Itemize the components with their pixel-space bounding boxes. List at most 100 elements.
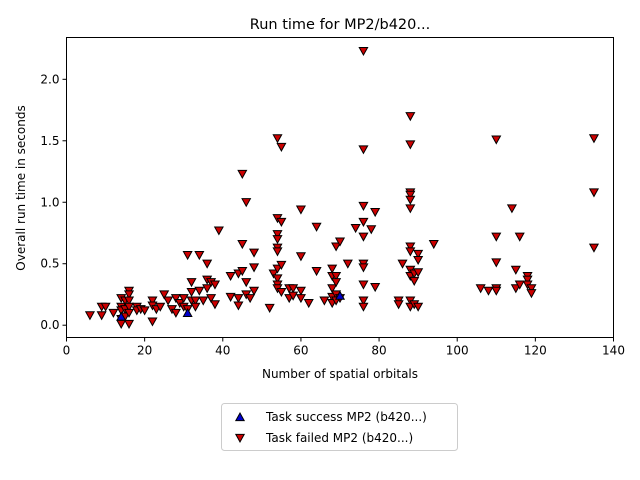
failed-point — [413, 249, 424, 259]
failed-point — [194, 286, 205, 296]
failed-point — [413, 255, 424, 266]
failed-point — [206, 294, 217, 304]
failed-point — [237, 267, 248, 277]
failed-point — [108, 308, 119, 318]
y-axis: 0.0 0.5 1.0 1.5 2.0 — [40, 72, 67, 332]
failed-point — [225, 292, 236, 302]
failed-point — [170, 308, 181, 318]
failed-point — [413, 268, 424, 278]
failed-point — [491, 286, 502, 296]
legend: Task success MP2 (b420...) Task failed M… — [221, 403, 458, 451]
failed-point — [358, 263, 369, 273]
x-tick-label: 120 — [524, 344, 547, 358]
failed-point — [331, 278, 342, 288]
failed-point — [331, 271, 342, 282]
failed-point — [186, 278, 197, 288]
failed-point — [514, 232, 525, 242]
failed-point — [358, 296, 369, 306]
failed-point — [288, 284, 299, 294]
failed-point — [198, 296, 209, 306]
x-axis: 0 20 40 60 80 100 120 140 — [63, 337, 625, 358]
y-axis-label: Overall run time in seconds — [14, 105, 28, 270]
failed-point — [405, 112, 416, 122]
failed-point — [588, 243, 600, 253]
failed-point — [295, 286, 306, 296]
failed-point — [358, 145, 369, 155]
failed-point — [272, 230, 283, 240]
legend-label-success: Task success MP2 (b420...) — [265, 410, 427, 424]
legend-frame — [221, 403, 458, 451]
legend-marker-failed-shape — [234, 433, 246, 444]
failed-point — [241, 198, 252, 208]
success-point — [116, 311, 127, 321]
chart-title: Run time for MP2/b420... — [250, 17, 430, 33]
legend-marker-success-shape — [234, 411, 246, 422]
x-axis-label: Number of spatial orbitals — [262, 367, 418, 381]
failed-point — [272, 264, 283, 274]
failed-point — [370, 208, 381, 218]
failed-point — [268, 269, 279, 279]
failed-point — [475, 284, 486, 294]
failed-point — [483, 286, 494, 296]
failed-point — [366, 225, 377, 235]
failed-point — [190, 302, 201, 312]
failed-point — [147, 317, 158, 327]
failed-point — [245, 294, 256, 304]
x-tick-label: 140 — [602, 344, 625, 358]
failed-point — [358, 302, 369, 312]
failed-point — [233, 294, 244, 304]
failed-point — [397, 259, 408, 269]
failed-point — [514, 280, 525, 290]
failed-point — [405, 204, 416, 214]
failed-point — [170, 294, 181, 304]
failed-point — [248, 286, 260, 296]
failed-point — [405, 242, 416, 252]
x-tick-label: 60 — [293, 344, 308, 358]
failed-point — [358, 201, 369, 211]
failed-point — [209, 300, 221, 310]
failed-point — [123, 296, 135, 306]
y-tick-label: 1.0 — [40, 195, 59, 209]
failed-point — [350, 224, 361, 234]
failed-point — [237, 169, 248, 179]
failed-point — [311, 222, 322, 232]
failed-point — [84, 311, 95, 321]
failed-point — [123, 308, 135, 318]
failed-point — [303, 299, 314, 309]
y-tick-label: 0.5 — [40, 257, 59, 271]
failed-point — [342, 259, 353, 269]
failed-point — [248, 263, 260, 273]
failed-point — [213, 226, 224, 236]
failed-point — [405, 190, 416, 200]
failed-point — [295, 294, 306, 304]
failed-point — [405, 247, 416, 257]
success-point — [182, 307, 193, 317]
data-points — [84, 46, 600, 329]
x-tick-label: 40 — [215, 344, 230, 358]
failed-point — [123, 290, 135, 300]
failed-point — [510, 284, 521, 294]
x-tick-label: 80 — [371, 344, 386, 358]
failed-point — [506, 204, 517, 214]
failed-point — [248, 248, 260, 258]
failed-point — [159, 290, 170, 300]
legend-marker-success — [234, 411, 246, 422]
failed-point — [319, 296, 330, 306]
failed-point — [116, 319, 127, 329]
failed-point — [178, 294, 189, 304]
failed-point — [264, 303, 275, 314]
failed-point — [327, 284, 338, 294]
failed-point — [272, 247, 283, 257]
failed-point — [331, 242, 342, 252]
failed-point — [233, 301, 244, 311]
failed-point — [276, 142, 287, 152]
failed-point — [588, 188, 600, 198]
failed-point — [272, 235, 283, 245]
failed-point — [241, 278, 252, 288]
x-tick-label: 100 — [446, 344, 469, 358]
failed-point — [295, 205, 306, 215]
failed-point — [327, 264, 338, 274]
failed-point — [272, 274, 283, 284]
failed-point — [413, 302, 424, 312]
